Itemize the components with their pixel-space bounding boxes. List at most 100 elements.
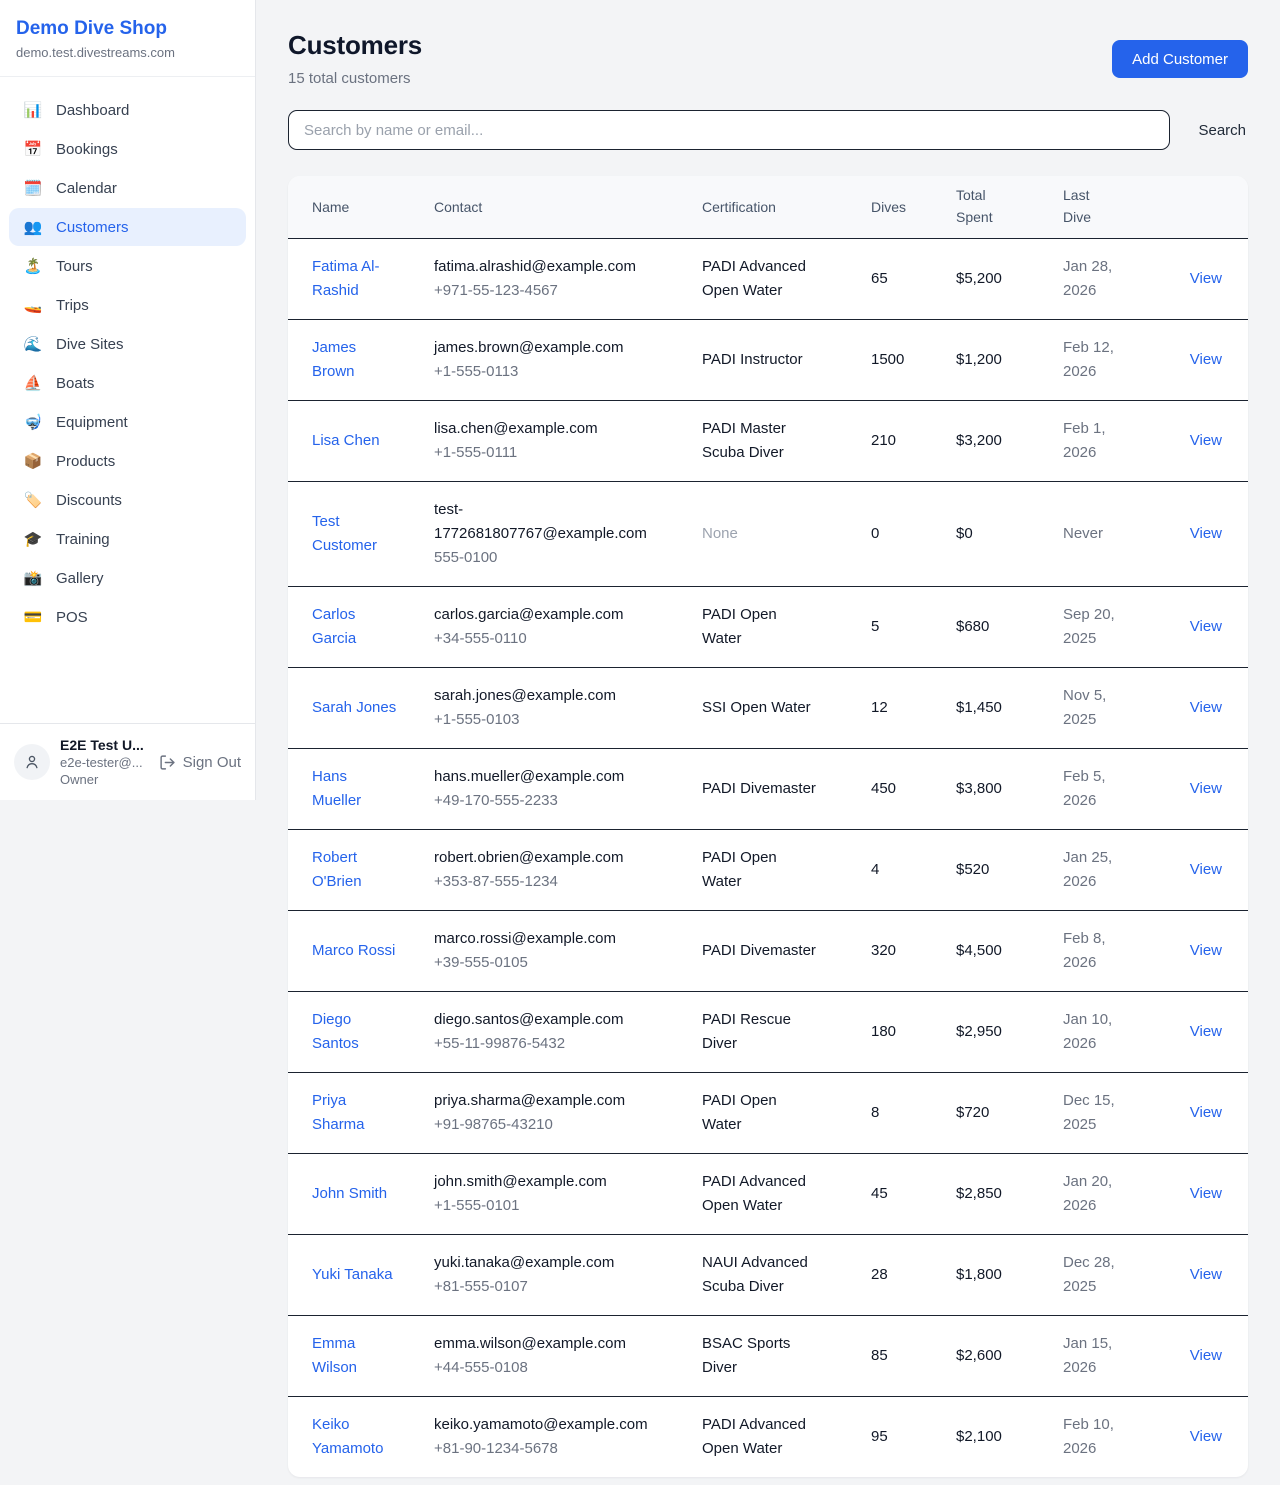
- table-row: James Brown james.brown@example.com +1-5…: [288, 319, 1248, 401]
- tag-icon: 🏷️: [23, 492, 43, 509]
- customer-name-link[interactable]: Lisa Chen: [312, 431, 380, 449]
- customer-name-link[interactable]: John Smith: [312, 1184, 388, 1202]
- sidebar-item-label: Calendar: [56, 179, 117, 197]
- customer-last-dive: Jan 10, 2026: [1063, 1010, 1113, 1052]
- sidebar-item-label: Products: [56, 452, 116, 470]
- table-row: Carlos Garcia carlos.garcia@example.com …: [288, 586, 1248, 668]
- sidebar-item-pos[interactable]: 💳 POS: [9, 598, 246, 636]
- customer-name-link[interactable]: Sarah Jones: [312, 698, 397, 716]
- customer-name-link[interactable]: Emma Wilson: [312, 1334, 358, 1376]
- customer-last-dive: Feb 8, 2026: [1063, 929, 1106, 971]
- view-customer-link[interactable]: View: [1189, 431, 1222, 449]
- credit-card-icon: 💳: [23, 609, 43, 626]
- sidebar-item-gallery[interactable]: 📸 Gallery: [9, 559, 246, 597]
- customer-dives: 210: [871, 400, 956, 482]
- customer-dives: 8: [871, 1072, 956, 1154]
- sidebar-item-dashboard[interactable]: 📊 Dashboard: [9, 91, 246, 129]
- customer-dives: 45: [871, 1153, 956, 1235]
- page-title: Customers: [288, 30, 423, 60]
- customer-total-spent: $2,100: [956, 1427, 1002, 1445]
- view-customer-link[interactable]: View: [1189, 1346, 1222, 1364]
- customer-name-link[interactable]: Keiko Yamamoto: [312, 1415, 384, 1457]
- sidebar-item-equipment[interactable]: 🤿 Equipment: [9, 403, 246, 441]
- view-customer-link[interactable]: View: [1189, 1265, 1222, 1283]
- wave-icon: 🌊: [23, 336, 43, 353]
- sidebar-item-customers[interactable]: 👥 Customers: [9, 208, 246, 246]
- view-customer-link[interactable]: View: [1189, 350, 1222, 368]
- customer-total-spent: $680: [956, 586, 1063, 668]
- sidebar-item-label: Dive Sites: [56, 335, 124, 353]
- customers-table-card: Name Contact Certification Dives Total S…: [288, 176, 1248, 1477]
- customer-certification: PADI Divemaster: [702, 779, 816, 797]
- customer-last-dive: Feb 12, 2026: [1063, 338, 1114, 380]
- sidebar-item-label: Gallery: [56, 569, 104, 587]
- customer-email: robert.obrien@example.com: [434, 848, 624, 866]
- customer-name-link[interactable]: Hans Mueller: [312, 767, 362, 809]
- customer-name-link[interactable]: Marco Rossi: [312, 941, 396, 959]
- customer-phone: 555-0100: [434, 548, 498, 566]
- customer-total-spent: $1,450: [956, 667, 1063, 749]
- search-button[interactable]: Search: [1198, 121, 1246, 139]
- sidebar-item-label: Boats: [56, 374, 95, 392]
- graduation-cap-icon: 🎓: [23, 531, 43, 548]
- customer-name-link[interactable]: Fatima Al-Rashid: [312, 257, 380, 299]
- view-customer-link[interactable]: View: [1189, 1427, 1222, 1445]
- customer-phone: +55-11-99876-5432: [434, 1034, 566, 1052]
- sidebar-item-label: Discounts: [56, 491, 122, 509]
- customer-email: carlos.garcia@example.com: [434, 605, 624, 623]
- sign-out-button[interactable]: Sign Out: [159, 754, 241, 771]
- sidebar-item-label: Dashboard: [56, 101, 130, 119]
- customer-dives: 5: [871, 586, 956, 668]
- sidebar-item-boats[interactable]: ⛵ Boats: [9, 364, 246, 402]
- customer-dives: 180: [871, 991, 956, 1073]
- view-customer-link[interactable]: View: [1189, 941, 1222, 959]
- table-row: Marco Rossi marco.rossi@example.com +39-…: [288, 910, 1248, 992]
- customer-last-dive: Jan 20, 2026: [1063, 1172, 1113, 1214]
- view-customer-link[interactable]: View: [1189, 1103, 1222, 1121]
- customer-last-dive: Jan 28, 2026: [1063, 257, 1113, 299]
- view-customer-link[interactable]: View: [1189, 779, 1222, 797]
- view-customer-link[interactable]: View: [1189, 269, 1222, 287]
- customer-name-link[interactable]: Robert O'Brien: [312, 848, 362, 890]
- table-row: Fatima Al-Rashid fatima.alrashid@example…: [288, 238, 1248, 320]
- sidebar-item-label: Customers: [56, 218, 129, 236]
- sailboat-icon: ⛵: [23, 375, 43, 392]
- view-customer-link[interactable]: View: [1189, 1022, 1222, 1040]
- person-icon: [26, 755, 38, 769]
- sidebar-item-trips[interactable]: 🚤 Trips: [9, 286, 246, 324]
- sidebar-item-bookings[interactable]: 📅 Bookings: [9, 130, 246, 168]
- customer-phone: +34-555-0110: [434, 629, 527, 647]
- sidebar-item-tours[interactable]: 🏝️ Tours: [9, 247, 246, 285]
- customer-name-link[interactable]: Yuki Tanaka: [312, 1265, 393, 1283]
- view-customer-link[interactable]: View: [1189, 1184, 1222, 1202]
- sidebar-item-dive-sites[interactable]: 🌊 Dive Sites: [9, 325, 246, 363]
- bar-chart-icon: 📊: [23, 102, 43, 119]
- table-row: Priya Sharma priya.sharma@example.com +9…: [288, 1072, 1248, 1154]
- sign-out-label: Sign Out: [182, 753, 241, 771]
- customer-name-link[interactable]: Carlos Garcia: [312, 605, 357, 647]
- user-name: E2E Test U...: [60, 737, 144, 753]
- customer-email: fatima.alrashid@example.com: [434, 257, 636, 275]
- customer-name-link[interactable]: Diego Santos: [312, 1010, 359, 1052]
- customer-certification: PADI Master Scuba Diver: [702, 419, 786, 461]
- add-customer-button[interactable]: Add Customer: [1112, 40, 1248, 78]
- customer-name-link[interactable]: Priya Sharma: [312, 1091, 365, 1133]
- customer-name-link[interactable]: James Brown: [312, 338, 357, 380]
- customer-last-dive: Feb 1, 2026: [1063, 419, 1106, 461]
- customer-name-link[interactable]: Test Customer: [312, 512, 378, 554]
- view-customer-link[interactable]: View: [1189, 617, 1222, 635]
- view-customer-link[interactable]: View: [1189, 698, 1222, 716]
- view-customer-link[interactable]: View: [1189, 860, 1222, 878]
- sidebar-item-training[interactable]: 🎓 Training: [9, 520, 246, 558]
- customer-last-dive: Never: [1063, 524, 1104, 542]
- sidebar-item-products[interactable]: 📦 Products: [9, 442, 246, 480]
- customer-total-spent: $4,500: [956, 910, 1063, 992]
- sidebar-item-calendar[interactable]: 🗓️ Calendar: [9, 169, 246, 207]
- customer-certification: PADI Divemaster: [702, 941, 816, 959]
- view-customer-link[interactable]: View: [1189, 524, 1222, 542]
- table-row: John Smith john.smith@example.com +1-555…: [288, 1153, 1248, 1235]
- sidebar-item-discounts[interactable]: 🏷️ Discounts: [9, 481, 246, 519]
- search-input[interactable]: [288, 110, 1171, 150]
- customer-last-dive: Nov 5, 2025: [1063, 686, 1107, 728]
- sidebar-item-label: POS: [56, 608, 88, 626]
